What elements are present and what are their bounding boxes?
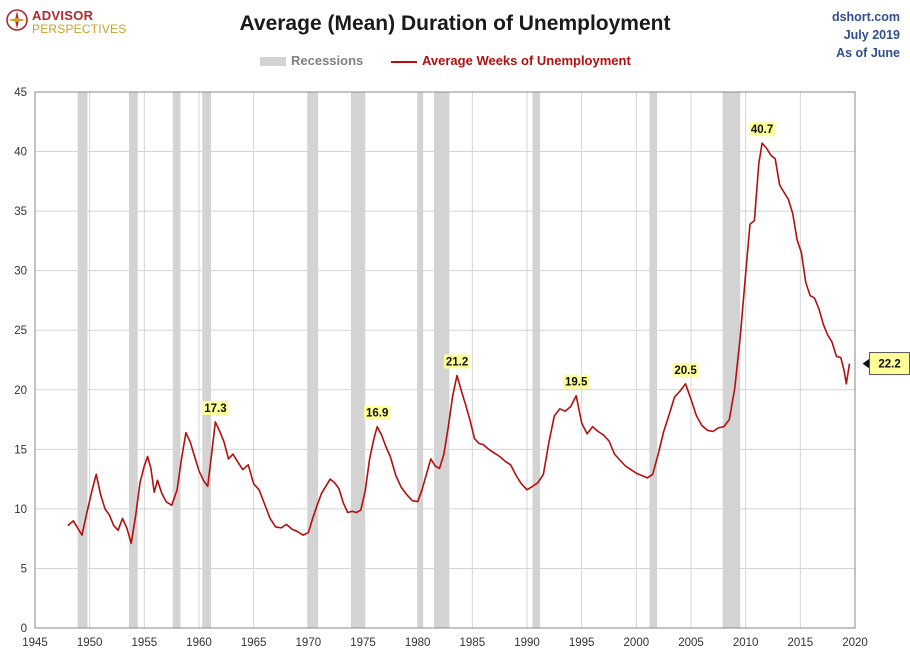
recession-band xyxy=(202,92,212,628)
axes: 0 5 10 15 20 25 30 35 40 45 1945 1950 1955 1960 1965 19… xyxy=(14,87,868,649)
peak-label-box xyxy=(563,374,590,389)
annotations: 17.3 16.9 21.2 19.5 20.5 40.7 22.2 xyxy=(202,122,910,420)
y-tick-label: 35 xyxy=(14,206,27,218)
peak-label-box xyxy=(202,400,229,415)
plot-frame xyxy=(34,91,856,629)
x-tick-label: 2015 xyxy=(788,637,814,649)
recession-band xyxy=(172,92,181,628)
series-layer xyxy=(67,142,851,545)
x-tick-label: 1985 xyxy=(460,637,486,649)
y-tick-label: 25 xyxy=(14,325,27,337)
y-tick-label: 0 xyxy=(21,623,27,635)
peak-label-box xyxy=(364,405,391,420)
recession-band xyxy=(77,92,88,628)
x-tick-label: 1990 xyxy=(514,637,540,649)
recession-band xyxy=(532,92,541,628)
y-tick-label: 15 xyxy=(14,444,27,456)
x-tick-label: 1975 xyxy=(350,637,376,649)
recession-band xyxy=(722,92,741,628)
peak-label: 19.5 xyxy=(565,377,588,389)
legend-label-recessions: Recessions xyxy=(291,53,364,68)
x-tick-label: 1970 xyxy=(296,637,322,649)
x-tick-label: 1980 xyxy=(405,637,431,649)
x-tick-label: 2010 xyxy=(733,637,759,649)
source-date: July 2019 xyxy=(843,28,900,42)
logo-text-secondary: PERSPECTIVES xyxy=(32,22,127,36)
y-tick-label: 5 xyxy=(21,563,27,575)
compass-icon xyxy=(6,9,28,31)
recession-band xyxy=(434,92,450,628)
peak-label: 16.9 xyxy=(366,408,388,420)
recession-band xyxy=(129,92,138,628)
y-tick-label: 40 xyxy=(14,147,27,159)
last-value-label: 22.2 xyxy=(878,359,900,371)
recession-band xyxy=(649,92,658,628)
peak-label: 40.7 xyxy=(751,124,773,136)
source-site: dshort.com xyxy=(831,10,900,24)
legend-swatch-series xyxy=(391,61,417,63)
x-tick-label: 1945 xyxy=(22,637,48,649)
last-value-pointer xyxy=(862,358,870,369)
legend-label-series: Average Weeks of Unemployment xyxy=(422,53,631,68)
recession-band xyxy=(307,92,319,628)
peak-label-box xyxy=(444,354,471,369)
x-tick-label: 2000 xyxy=(624,637,650,649)
x-tick-label: 1960 xyxy=(186,637,212,649)
x-tick-label: 1950 xyxy=(77,637,103,649)
peak-label: 21.2 xyxy=(446,356,468,368)
recession-band xyxy=(350,92,366,628)
peak-label-box xyxy=(749,122,776,137)
x-tick-label: 1995 xyxy=(569,637,595,649)
y-tick-label: 45 xyxy=(14,87,27,99)
recession-bands xyxy=(77,92,741,628)
source-block: dshort.com July 2019 As of June xyxy=(832,8,900,62)
x-tick-label: 2005 xyxy=(678,637,704,649)
x-tick-label: 2020 xyxy=(842,637,868,649)
x-tick-label: 1955 xyxy=(132,637,158,649)
recession-band xyxy=(417,92,424,628)
logo-text-primary: ADVISOR xyxy=(32,8,94,23)
brand-logo: ADVISOR PERSPECTIVES xyxy=(6,7,146,37)
y-tick-label: 30 xyxy=(14,266,27,278)
source-asof: As of June xyxy=(836,46,900,60)
chart-title: Average (Mean) Duration of Unemployment xyxy=(239,12,671,35)
x-tick-label: 1965 xyxy=(241,637,267,649)
y-tick-label: 10 xyxy=(14,504,27,516)
peak-label: 20.5 xyxy=(674,365,697,377)
peak-label: 17.3 xyxy=(204,403,226,415)
peak-label-box xyxy=(672,362,699,377)
series-line xyxy=(67,142,851,545)
y-tick-label: 20 xyxy=(14,385,27,397)
legend-swatch-recessions xyxy=(260,57,286,66)
